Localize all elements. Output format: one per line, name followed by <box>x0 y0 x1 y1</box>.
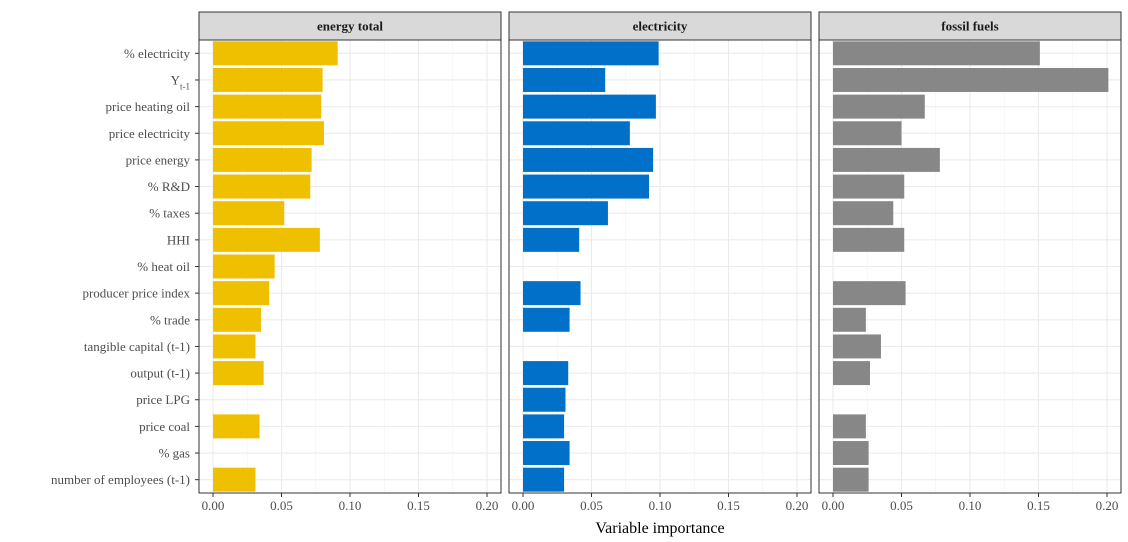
bar <box>213 174 311 199</box>
bar <box>523 201 608 226</box>
category-label: price heating oil <box>106 99 191 114</box>
category-label: % R&D <box>148 179 190 194</box>
bar <box>213 227 320 252</box>
category-label: % electricity <box>124 46 191 61</box>
bar <box>833 227 905 252</box>
category-label: HHI <box>167 232 190 247</box>
x-tick-label: 0.10 <box>339 498 362 513</box>
bar <box>523 174 650 199</box>
bar <box>523 387 566 412</box>
category-label: % heat oil <box>137 259 190 274</box>
bar <box>833 414 866 439</box>
category-label: output (t-1) <box>130 366 190 381</box>
bar <box>213 414 260 439</box>
bar <box>833 467 869 492</box>
bar <box>213 307 261 332</box>
bar <box>523 441 570 466</box>
category-label: % gas <box>159 446 190 461</box>
bar <box>833 441 869 466</box>
x-tick-label: 0.05 <box>580 498 603 513</box>
category-label: number of employees (t-1) <box>51 472 190 487</box>
bar <box>213 201 285 226</box>
bar <box>833 201 894 226</box>
bar <box>833 307 866 332</box>
category-label: producer price index <box>82 286 190 301</box>
bar <box>213 361 264 386</box>
x-tick-label: 0.10 <box>649 498 672 513</box>
bar <box>833 41 1040 66</box>
category-label: % taxes <box>149 206 190 221</box>
category-label: price LPG <box>136 392 190 407</box>
bar <box>213 67 323 92</box>
panel: electricity 0.00 0.05 0.10 0.15 0.20 <box>508 11 812 513</box>
category-label: price energy <box>126 152 191 167</box>
bar <box>523 94 656 119</box>
x-tick-label: 0.15 <box>1027 498 1050 513</box>
bar <box>523 281 581 306</box>
category-label: % trade <box>150 312 190 327</box>
bar <box>833 174 905 199</box>
bar <box>523 414 565 439</box>
bar <box>523 41 659 66</box>
category-label: tangible capital (t-1) <box>84 339 190 354</box>
bar <box>523 121 630 146</box>
x-tick-label: 0.20 <box>786 498 809 513</box>
x-tick-label: 0.00 <box>822 498 845 513</box>
facet-title: fossil fuels <box>941 19 998 34</box>
x-tick-label: 0.20 <box>476 498 499 513</box>
bar <box>523 67 606 92</box>
bar <box>523 361 569 386</box>
facet-title: energy total <box>317 19 383 34</box>
x-axis-title: Variable importance <box>595 520 724 537</box>
bar <box>213 147 312 172</box>
bar <box>213 41 338 66</box>
bar <box>833 67 1109 92</box>
x-tick-label: 0.00 <box>202 498 225 513</box>
bar <box>833 361 870 386</box>
bar <box>213 281 270 306</box>
x-tick-label: 0.20 <box>1096 498 1119 513</box>
facet-strip <box>198 11 502 41</box>
category-labels: % electricity Yt-1 price heating oil price … <box>51 46 199 487</box>
bar <box>213 121 324 146</box>
x-tick-label: 0.10 <box>959 498 982 513</box>
panel: energy total 0.00 0.05 0.10 0.15 0.20 <box>198 11 502 513</box>
category-label: Yt-1 <box>171 72 190 91</box>
bar <box>833 334 881 359</box>
bar <box>523 147 654 172</box>
category-label: price electricity <box>109 126 191 141</box>
bar <box>833 281 906 306</box>
facet-strip <box>508 11 812 41</box>
x-tick-label: 0.00 <box>512 498 535 513</box>
bar <box>833 94 925 119</box>
x-tick-label: 0.05 <box>890 498 913 513</box>
panel: fossil fuels 0.00 0.05 0.10 0.15 0.20 <box>818 11 1122 513</box>
bar <box>213 467 256 492</box>
bar <box>213 254 275 279</box>
category-label: price coal <box>139 419 190 434</box>
bar <box>213 94 322 119</box>
bar <box>833 147 940 172</box>
bar <box>523 467 565 492</box>
x-tick-label: 0.15 <box>717 498 740 513</box>
bar <box>213 334 256 359</box>
x-tick-label: 0.05 <box>270 498 293 513</box>
x-tick-label: 0.15 <box>407 498 430 513</box>
bar <box>523 307 570 332</box>
bar <box>523 227 580 252</box>
facet-title: electricity <box>633 19 688 34</box>
bar <box>833 121 902 146</box>
